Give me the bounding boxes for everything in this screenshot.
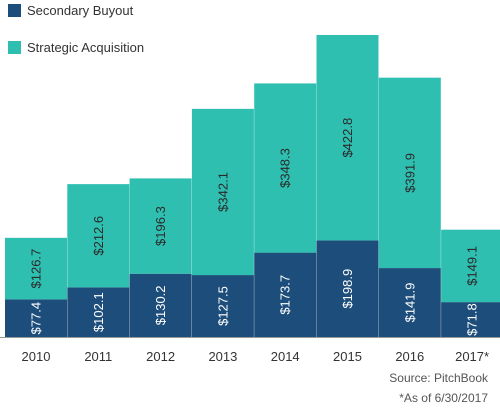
- legend-label-secondary-buyout: Secondary Buyout: [27, 2, 134, 18]
- x-tick-label: 2012: [146, 349, 175, 364]
- x-tick-label: 2016: [395, 349, 424, 364]
- x-tick-label: 2015: [333, 349, 362, 364]
- bar-strategic-acquisition: [129, 178, 192, 274]
- bar-strategic-acquisition: [378, 77, 441, 269]
- bar-secondary-buyout: [67, 287, 130, 337]
- data-label-secondary-buyout: $102.1: [91, 292, 106, 332]
- bar-strategic-acquisition: [316, 34, 379, 241]
- x-tick-label: 2014: [271, 349, 300, 364]
- data-label-secondary-buyout: $71.8: [465, 303, 480, 336]
- x-tick-label: 2017*: [455, 349, 489, 364]
- bar-secondary-buyout: [5, 299, 67, 337]
- bar-secondary-buyout: [316, 240, 379, 337]
- as-of-note: *As of 6/30/2017: [399, 391, 488, 405]
- legend-label-strategic-acquisition: Strategic Acquisition: [27, 39, 145, 55]
- data-label-secondary-buyout: $127.5: [215, 286, 230, 326]
- data-label-strategic-acquisition: $422.8: [340, 118, 355, 158]
- data-label-strategic-acquisition: $149.1: [465, 246, 480, 286]
- source-note: Source: PitchBook *As of 6/30/2017: [389, 368, 488, 408]
- bar-secondary-buyout: [254, 252, 317, 337]
- bar-strategic-acquisition: [441, 229, 500, 303]
- bar-secondary-buyout: [191, 275, 254, 337]
- bar-secondary-buyout: [129, 273, 192, 337]
- data-label-strategic-acquisition: $196.3: [153, 206, 168, 246]
- legend-swatch-secondary-buyout: [8, 3, 21, 17]
- data-label-strategic-acquisition: $342.1: [215, 172, 230, 212]
- bar-strategic-acquisition: [67, 184, 130, 288]
- data-label-secondary-buyout: $141.9: [402, 283, 417, 323]
- x-tick-label: 2013: [208, 349, 237, 364]
- legend: Secondary Buyout Strategic Acquisition: [8, 0, 144, 74]
- data-label-strategic-acquisition: $126.7: [29, 249, 44, 289]
- legend-item-secondary-buyout: Secondary Buyout: [8, 0, 144, 20]
- x-tick-label: 2010: [22, 349, 51, 364]
- bar-secondary-buyout: [378, 268, 441, 337]
- data-label-secondary-buyout: $77.4: [29, 302, 44, 335]
- bar-strategic-acquisition: [191, 108, 254, 276]
- data-label-secondary-buyout: $130.2: [153, 285, 168, 325]
- x-tick-label: 2011: [84, 349, 112, 364]
- data-label-strategic-acquisition: $212.6: [91, 216, 106, 256]
- bar-strategic-acquisition: [5, 237, 67, 300]
- legend-item-strategic-acquisition: Strategic Acquisition: [8, 37, 144, 57]
- data-label-strategic-acquisition: $391.9: [402, 153, 417, 193]
- data-label-secondary-buyout: $198.9: [340, 269, 355, 309]
- data-label-secondary-buyout: $173.7: [278, 275, 293, 315]
- data-label-strategic-acquisition: $348.3: [278, 148, 293, 188]
- legend-swatch-strategic-acquisition: [8, 40, 21, 54]
- bar-secondary-buyout: [441, 302, 500, 337]
- source-line: Source: PitchBook: [389, 371, 488, 385]
- bar-strategic-acquisition: [254, 83, 317, 253]
